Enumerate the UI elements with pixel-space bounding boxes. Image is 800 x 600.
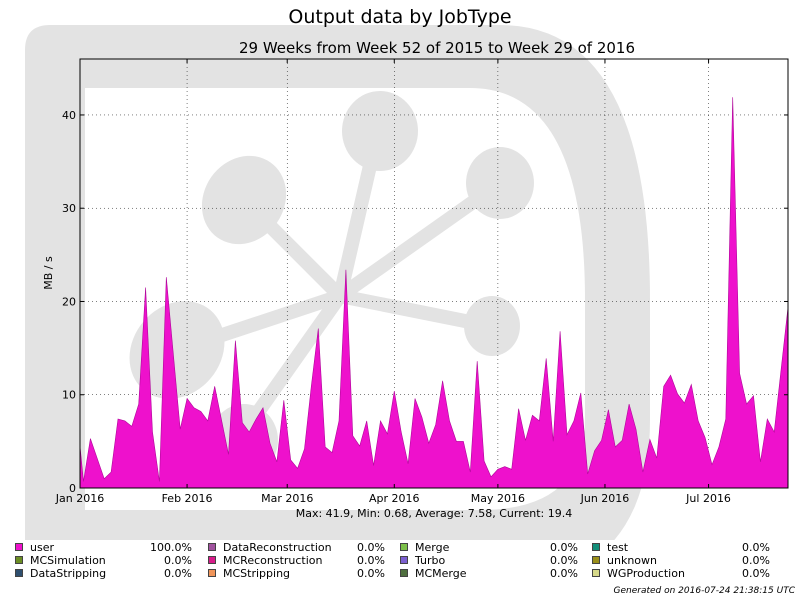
legend-label: MCReconstruction xyxy=(223,554,323,567)
legend-swatch xyxy=(400,569,408,577)
legend-percent: 0.0% xyxy=(164,567,192,580)
legend-percent: 0.0% xyxy=(550,541,578,554)
legend-percent: 0.0% xyxy=(550,554,578,567)
legend-item-datastripping: DataStripping 0.0% xyxy=(15,567,192,580)
chart-subtitle: 29 Weeks from Week 52 of 2015 to Week 29… xyxy=(239,39,635,57)
x-tick-label: Jun 2016 xyxy=(580,492,630,505)
legend-item-unknown: unknown 0.0% xyxy=(592,554,770,567)
legend-label: MCMerge xyxy=(415,567,467,580)
legend-label: Turbo xyxy=(415,554,446,567)
legend-percent: 0.0% xyxy=(164,554,192,567)
legend-swatch xyxy=(400,543,408,551)
plot-frame xyxy=(79,58,789,489)
legend-percent: 0.0% xyxy=(742,541,770,554)
legend-label: user xyxy=(30,541,54,554)
legend-percent: 0.0% xyxy=(550,567,578,580)
y-axis: 0 10 20 30 40 xyxy=(62,109,788,495)
x-tick-label: Feb 2016 xyxy=(162,492,213,505)
legend-percent: 0.0% xyxy=(357,567,385,580)
x-tick-label: Mar 2016 xyxy=(261,492,313,505)
legend-label: Merge xyxy=(415,541,450,554)
legend-percent: 0.0% xyxy=(357,541,385,554)
y-tick-label: 0 xyxy=(69,482,76,495)
legend-swatch xyxy=(592,556,600,564)
legend-swatch xyxy=(15,569,23,577)
legend-percent: 100.0% xyxy=(150,541,192,554)
legend-item-mcsimulation: MCSimulation 0.0% xyxy=(15,554,192,567)
y-axis-label: MB / s xyxy=(42,256,55,290)
series-line-user xyxy=(79,97,789,482)
legend-label: MCSimulation xyxy=(30,554,106,567)
y-tick-label: 10 xyxy=(62,389,76,402)
legend-swatch xyxy=(208,556,216,564)
x-tick-label: Jul 2016 xyxy=(685,492,731,505)
legend-label: test xyxy=(607,541,629,554)
legend-swatch xyxy=(15,556,23,564)
legend-swatch xyxy=(208,569,216,577)
legend-item-turbo: Turbo 0.0% xyxy=(400,554,578,567)
chart: Output data by JobType 29 Weeks from Wee… xyxy=(25,6,789,540)
legend-label: MCStripping xyxy=(223,567,291,580)
legend-label: unknown xyxy=(607,554,657,567)
legend-percent: 0.0% xyxy=(742,567,770,580)
legend-item-merge: Merge 0.0% xyxy=(400,541,578,554)
y-tick-label: 40 xyxy=(62,109,76,122)
legend-label: DataStripping xyxy=(30,567,107,580)
x-axis: Jan 2016 Feb 2016 Mar 2016 Apr 2016 May 2016… xyxy=(55,59,731,505)
legend-swatch xyxy=(592,569,600,577)
legend-item-test: test 0.0% xyxy=(592,541,770,554)
generated-timestamp: Generated on 2016-07-24 21:38:15 UTC xyxy=(613,586,796,596)
legend-item-mcstripping: MCStripping 0.0% xyxy=(208,567,385,580)
chart-title: Output data by JobType xyxy=(288,6,511,28)
legend-percent: 0.0% xyxy=(357,554,385,567)
y-tick-label: 20 xyxy=(62,295,76,308)
x-tick-label: May 2016 xyxy=(471,492,525,505)
y-tick-label: 30 xyxy=(62,202,76,215)
legend-item-mcreconstruction: MCReconstruction 0.0% xyxy=(208,554,385,567)
x-tick-label: Jan 2016 xyxy=(55,492,104,505)
legend-label: DataReconstruction xyxy=(223,541,332,554)
legend-swatch xyxy=(400,556,408,564)
legend-item-wgproduction: WGProduction 0.0% xyxy=(592,567,770,580)
legend-swatch xyxy=(592,543,600,551)
legend-item-mcmerge: MCMerge 0.0% xyxy=(400,567,578,580)
stats-line: Max: 41.9, Min: 0.68, Average: 7.58, Cur… xyxy=(296,507,573,520)
legend-label: WGProduction xyxy=(607,567,685,580)
legend-item-user: user 100.0% xyxy=(15,541,192,554)
legend-swatch xyxy=(15,543,23,551)
legend-percent: 0.0% xyxy=(742,554,770,567)
legend: user 100.0% MCSimulation 0.0% DataStripping 0… xyxy=(0,541,800,583)
legend-swatch xyxy=(208,543,216,551)
x-tick-label: Apr 2016 xyxy=(369,492,420,505)
legend-item-datareconstruction: DataReconstruction 0.0% xyxy=(208,541,385,554)
series-area-user xyxy=(80,97,788,488)
